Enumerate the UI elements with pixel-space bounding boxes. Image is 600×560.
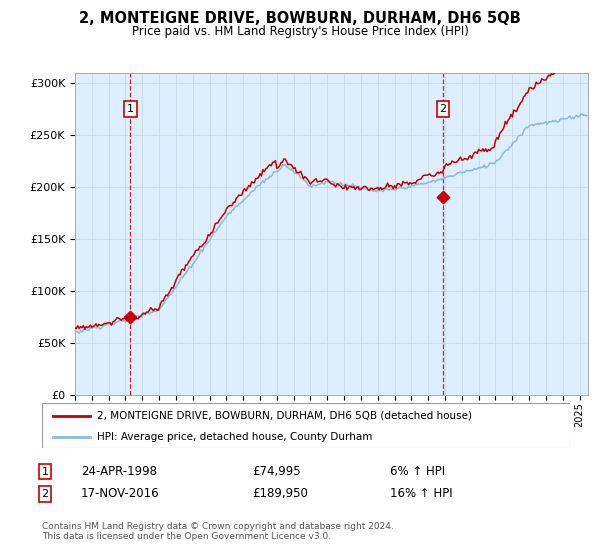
Point (438, 193, 448, 202)
Text: 1: 1 (41, 466, 49, 477)
Text: 2: 2 (439, 104, 446, 114)
FancyBboxPatch shape (42, 403, 570, 448)
Text: 6% ↑ HPI: 6% ↑ HPI (390, 465, 445, 478)
Text: 2, MONTEIGNE DRIVE, BOWBURN, DURHAM, DH6 5QB (detached house): 2, MONTEIGNE DRIVE, BOWBURN, DURHAM, DH6… (97, 410, 472, 421)
Text: Contains HM Land Registry data © Crown copyright and database right 2024.
This d: Contains HM Land Registry data © Crown c… (42, 522, 394, 542)
Text: Price paid vs. HM Land Registry's House Price Index (HPI): Price paid vs. HM Land Registry's House … (131, 25, 469, 38)
Text: 17-NOV-2016: 17-NOV-2016 (81, 487, 160, 501)
Text: HPI: Average price, detached house, County Durham: HPI: Average price, detached house, Coun… (97, 432, 373, 442)
Text: £74,995: £74,995 (252, 465, 301, 478)
Text: 2: 2 (41, 489, 49, 499)
Text: 1: 1 (127, 104, 134, 114)
Point (125, 312, 135, 321)
Text: £189,950: £189,950 (252, 487, 308, 501)
Text: 16% ↑ HPI: 16% ↑ HPI (390, 487, 452, 501)
Text: 2, MONTEIGNE DRIVE, BOWBURN, DURHAM, DH6 5QB: 2, MONTEIGNE DRIVE, BOWBURN, DURHAM, DH6… (79, 11, 521, 26)
Text: 24-APR-1998: 24-APR-1998 (81, 465, 157, 478)
